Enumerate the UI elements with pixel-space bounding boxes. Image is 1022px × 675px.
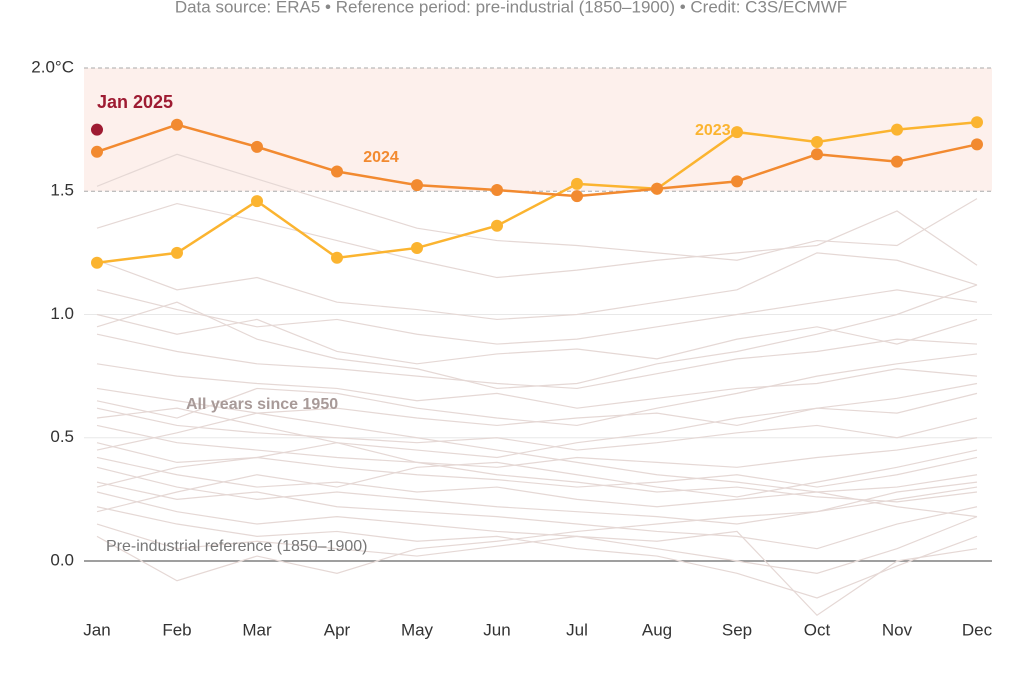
series-point [171, 246, 183, 259]
background-year-line [96, 284, 978, 390]
background-year-line [96, 407, 978, 503]
series-label: 2024 [363, 149, 399, 166]
series-point [571, 190, 583, 203]
background-year-line [96, 313, 978, 365]
x-tick-label: Oct [804, 620, 831, 639]
x-tick-label: Aug [642, 620, 672, 639]
y-tick-label: 1.5 [50, 181, 74, 200]
x-tick-label: Feb [162, 620, 191, 639]
background-year-line [96, 466, 978, 525]
series-point [731, 126, 743, 139]
background-label: All years since 1950 [186, 396, 338, 413]
series-point [331, 251, 343, 264]
background-year-line [96, 481, 978, 550]
series-point [411, 179, 423, 192]
background-year-line [96, 289, 978, 345]
background-year-line [96, 412, 978, 518]
background-year-line [96, 442, 978, 488]
series-point [171, 118, 183, 131]
series-point [411, 241, 423, 254]
y-tick-label: 1.0 [50, 304, 74, 323]
series-point [91, 145, 103, 158]
series-point [651, 182, 663, 195]
background-year-line [96, 353, 978, 427]
background-year-line [96, 506, 978, 599]
y-tick-label: 2.0°C [31, 57, 74, 76]
background-year-line [96, 491, 978, 574]
background-year-line [96, 363, 978, 409]
series-point [971, 138, 983, 151]
series-point [491, 219, 503, 232]
background-year-line [96, 202, 978, 279]
series-line [96, 123, 978, 198]
background-year-line [96, 382, 978, 488]
x-tick-label: Dec [962, 620, 993, 639]
background-year-line [96, 449, 978, 513]
threshold-band [84, 68, 992, 192]
series-point [891, 155, 903, 168]
series-point [731, 175, 743, 188]
subtitle: Data source: ERA5 • Reference period: pr… [175, 0, 847, 16]
background-year-line [96, 523, 978, 617]
background-year-line [96, 424, 978, 468]
series-point [251, 140, 263, 153]
x-tick-label: Apr [324, 620, 351, 639]
y-tick-label: 0.5 [50, 427, 74, 446]
series-point [971, 116, 983, 129]
series-point [251, 195, 263, 208]
series-point [891, 123, 903, 136]
background-year-line [96, 407, 978, 451]
background-year-line [96, 481, 978, 582]
background-year-line [96, 252, 978, 321]
reference-label: Pre-industrial reference (1850–1900) [106, 538, 367, 555]
x-tick-label: Jul [566, 620, 588, 639]
series-point [91, 123, 103, 136]
background-year-line [96, 153, 978, 261]
series-label: Jan 2025 [97, 92, 173, 112]
background-year-line [96, 456, 978, 508]
x-tick-label: Jan [83, 620, 110, 639]
background-year-line [96, 333, 978, 390]
series-point [571, 177, 583, 190]
x-tick-label: Jun [483, 620, 510, 639]
series-point [491, 184, 503, 197]
series-point [811, 148, 823, 161]
series-label: 2023 [695, 122, 731, 139]
x-tick-label: Nov [882, 620, 913, 639]
series-point [331, 165, 343, 178]
x-tick-label: Sep [722, 620, 752, 639]
x-tick-label: May [401, 620, 434, 639]
y-tick-label: 0.0 [50, 550, 74, 569]
series-line [96, 120, 978, 264]
series-point [91, 256, 103, 269]
x-tick-label: Mar [242, 620, 272, 639]
series-point [811, 135, 823, 148]
